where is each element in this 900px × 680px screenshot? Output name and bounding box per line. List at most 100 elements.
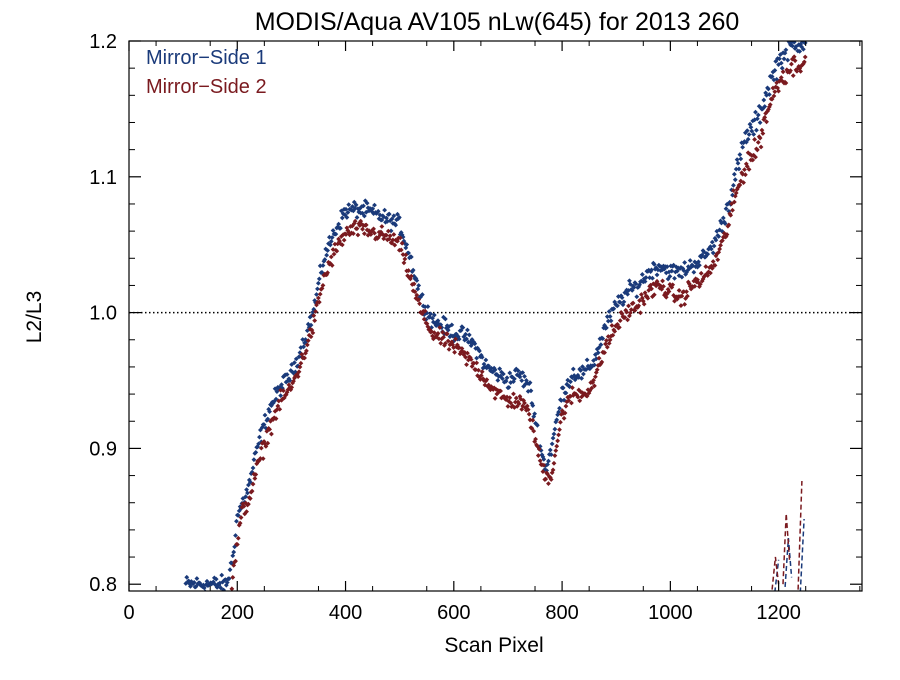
data-point <box>388 228 394 234</box>
data-point <box>219 572 225 578</box>
data-point <box>330 228 336 233</box>
data-point <box>422 304 428 310</box>
data-point <box>395 211 400 217</box>
data-point <box>636 303 642 309</box>
data-point <box>436 336 442 342</box>
data-point <box>593 370 599 375</box>
data-point <box>616 324 622 330</box>
data-point <box>408 273 414 279</box>
data-point <box>403 245 409 251</box>
data-point <box>737 182 743 188</box>
data-point <box>785 57 791 63</box>
data-point <box>569 385 575 391</box>
data-point <box>311 306 317 312</box>
data-point <box>403 252 409 258</box>
data-point <box>779 65 785 71</box>
data-point <box>287 378 293 383</box>
data-point <box>735 160 741 166</box>
data-point <box>230 575 236 580</box>
data-point <box>341 237 347 243</box>
data-point <box>344 215 350 220</box>
data-point <box>530 403 536 408</box>
data-point <box>431 330 437 336</box>
data-point <box>484 377 490 383</box>
data-layer <box>183 41 808 591</box>
data-point <box>452 349 457 355</box>
data-point <box>596 355 602 361</box>
data-point <box>641 301 647 307</box>
data-point <box>221 587 226 591</box>
data-point <box>643 275 649 280</box>
y-tick-label: 1.1 <box>89 167 117 189</box>
data-point <box>314 302 319 308</box>
data-point <box>442 341 448 346</box>
data-point <box>746 166 752 172</box>
data-point <box>651 292 657 298</box>
series-tail-line <box>797 480 803 590</box>
data-point <box>440 329 446 335</box>
data-point <box>479 354 485 360</box>
data-point <box>234 542 240 547</box>
data-point <box>273 416 279 422</box>
data-point <box>603 341 608 347</box>
data-point <box>604 325 609 331</box>
data-point <box>748 124 754 130</box>
data-point <box>606 340 612 346</box>
data-point <box>300 337 306 342</box>
data-point <box>511 376 517 382</box>
data-point <box>687 258 693 263</box>
plot-frame <box>128 40 863 592</box>
data-point <box>469 364 475 369</box>
data-point <box>265 440 271 446</box>
data-point <box>563 403 569 409</box>
data-point <box>244 487 249 493</box>
data-point <box>367 229 373 235</box>
data-point <box>731 188 736 193</box>
data-point <box>722 221 728 226</box>
series-tail-line <box>771 556 780 590</box>
data-point <box>317 291 323 297</box>
data-point <box>253 449 259 455</box>
data-point <box>626 303 631 309</box>
data-point <box>758 144 764 150</box>
data-point <box>379 217 385 223</box>
data-point <box>354 226 360 232</box>
x-tick-label: 400 <box>329 602 362 624</box>
data-point <box>474 360 480 366</box>
data-point <box>762 104 768 109</box>
data-point <box>667 281 673 287</box>
data-point <box>471 339 477 345</box>
data-point <box>343 232 349 237</box>
data-point <box>495 377 501 383</box>
data-point <box>445 327 451 333</box>
data-point <box>703 264 709 269</box>
data-point <box>483 357 489 363</box>
data-point <box>385 228 391 234</box>
data-point <box>578 368 584 373</box>
data-point <box>339 215 345 221</box>
data-point <box>721 230 727 236</box>
data-point <box>194 576 200 581</box>
data-point <box>257 456 263 461</box>
data-point <box>402 256 408 262</box>
x-axis-label: Scan Pixel <box>444 634 543 657</box>
data-point <box>691 269 697 275</box>
data-point <box>774 80 780 86</box>
data-point <box>301 344 307 350</box>
data-point <box>745 150 751 156</box>
data-point <box>778 75 784 80</box>
data-point <box>672 298 677 304</box>
data-point <box>387 218 393 224</box>
data-point <box>406 268 411 273</box>
data-point <box>250 481 256 487</box>
data-point <box>399 240 405 246</box>
data-point <box>726 222 732 228</box>
data-point <box>517 374 523 380</box>
data-point <box>743 139 749 145</box>
data-point <box>401 260 407 266</box>
data-point <box>413 295 419 301</box>
data-point <box>517 394 523 399</box>
data-point <box>465 350 470 356</box>
data-point <box>277 406 283 412</box>
